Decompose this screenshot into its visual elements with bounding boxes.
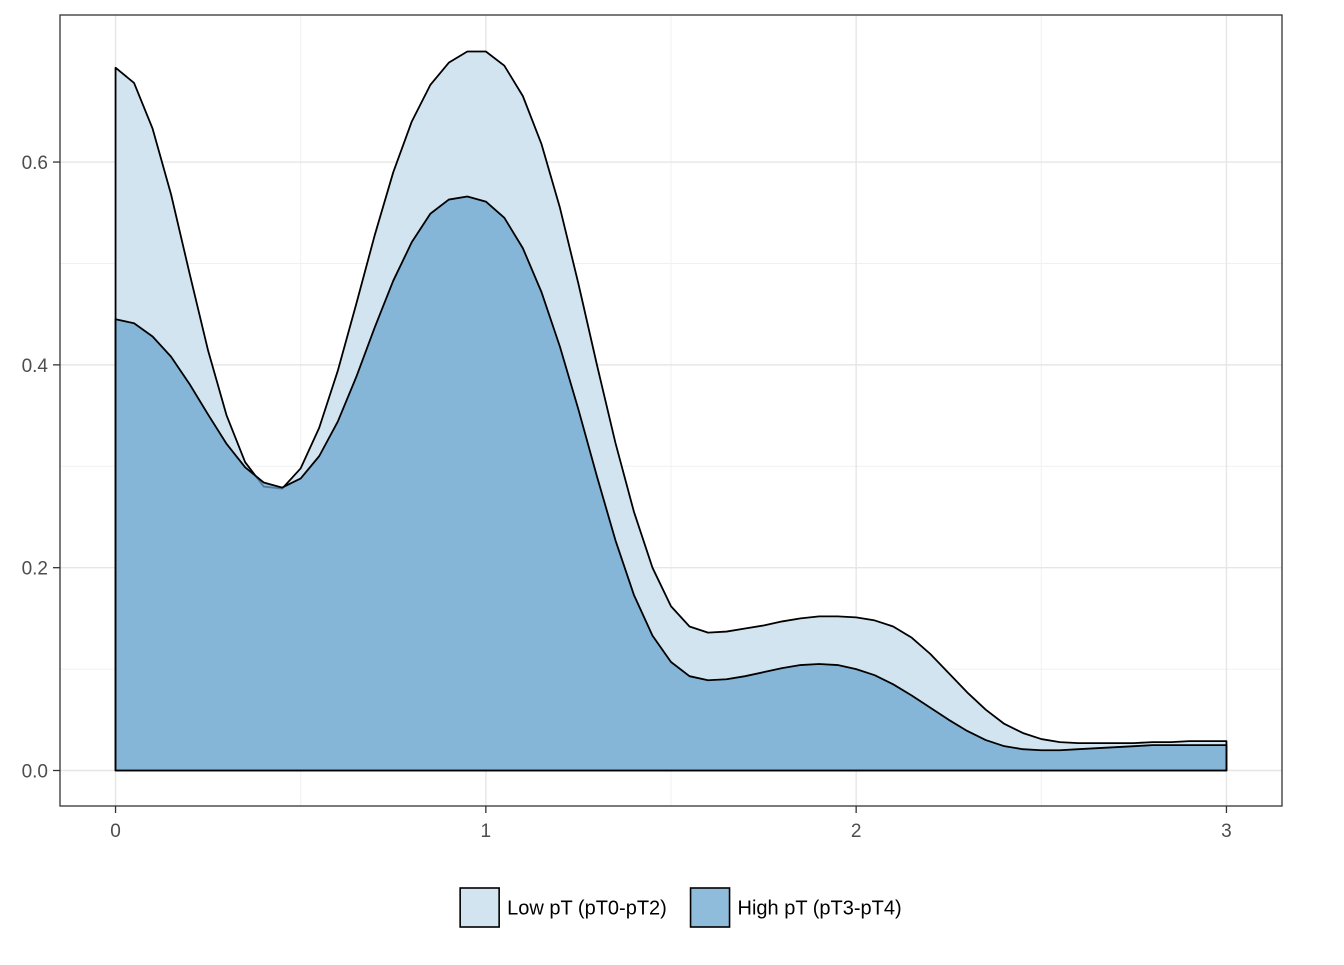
y-tick-label: 0.2 xyxy=(22,559,48,580)
y-tick-label: 0.4 xyxy=(22,356,49,377)
y-tick-label: 0.0 xyxy=(22,762,48,783)
density-series-layer xyxy=(114,50,1228,772)
density-area-high-pt xyxy=(114,195,1228,772)
x-tick-label: 3 xyxy=(1221,821,1232,842)
legend-swatch-low-pt xyxy=(459,887,500,928)
plot-panel-border xyxy=(59,14,1283,807)
legend-swatch-high-pt xyxy=(689,887,731,928)
y-tick-label: 0.6 xyxy=(22,153,48,174)
y-axis: 0.0 0.2 0.4 0.6 xyxy=(22,153,60,783)
legend: Low pT (pT0-pT2) High pT (pT3-pT4) xyxy=(459,887,902,928)
legend-label: Low pT (pT0-pT2) xyxy=(507,898,667,920)
x-tick-label: 0 xyxy=(110,821,121,842)
x-axis: 0 1 2 3 xyxy=(110,806,1232,842)
x-tick-label: 1 xyxy=(481,821,492,842)
x-tick-label: 2 xyxy=(851,821,862,842)
legend-label: High pT (pT3-pT4) xyxy=(738,898,902,920)
